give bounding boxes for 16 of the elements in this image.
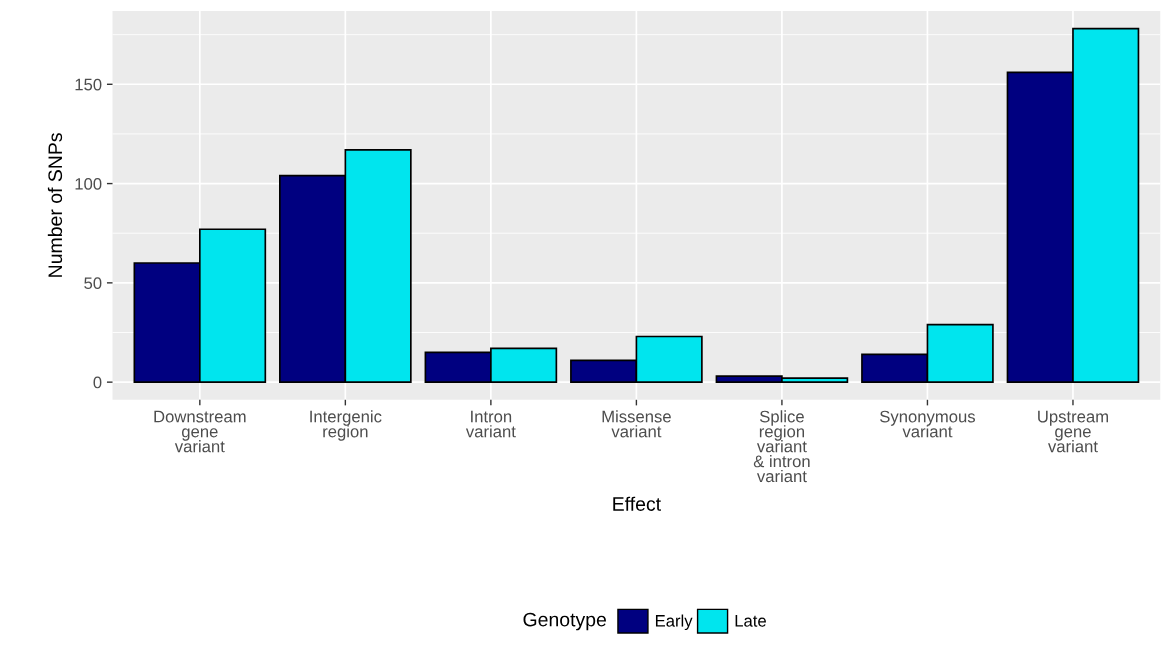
x-tick-label: Synonymous variant: [880, 410, 976, 438]
x-axis-title: Effect: [613, 496, 661, 511]
legend-label: Late: [735, 615, 766, 627]
y-tick-label: 100: [75, 177, 102, 190]
y-tick-label: 150: [75, 78, 102, 91]
x-tick-label: Missense variant: [602, 410, 671, 438]
y-axis-title: Number of SNPs: [47, 133, 63, 277]
legend-label: Early: [655, 614, 693, 631]
x-tick-label: Splice region variant & intron variant: [753, 410, 810, 483]
x-tick-label: Upstream gene variant: [1038, 410, 1108, 453]
x-tick-label: Intergenic region: [310, 410, 382, 441]
x-tick-label: Downstream gene variant: [154, 410, 246, 453]
x-tick-label: Intron variant: [465, 410, 516, 438]
y-tick-label: 50: [84, 277, 102, 290]
y-tick-label: 0: [93, 376, 102, 389]
legend-title: Genotype: [523, 612, 606, 631]
